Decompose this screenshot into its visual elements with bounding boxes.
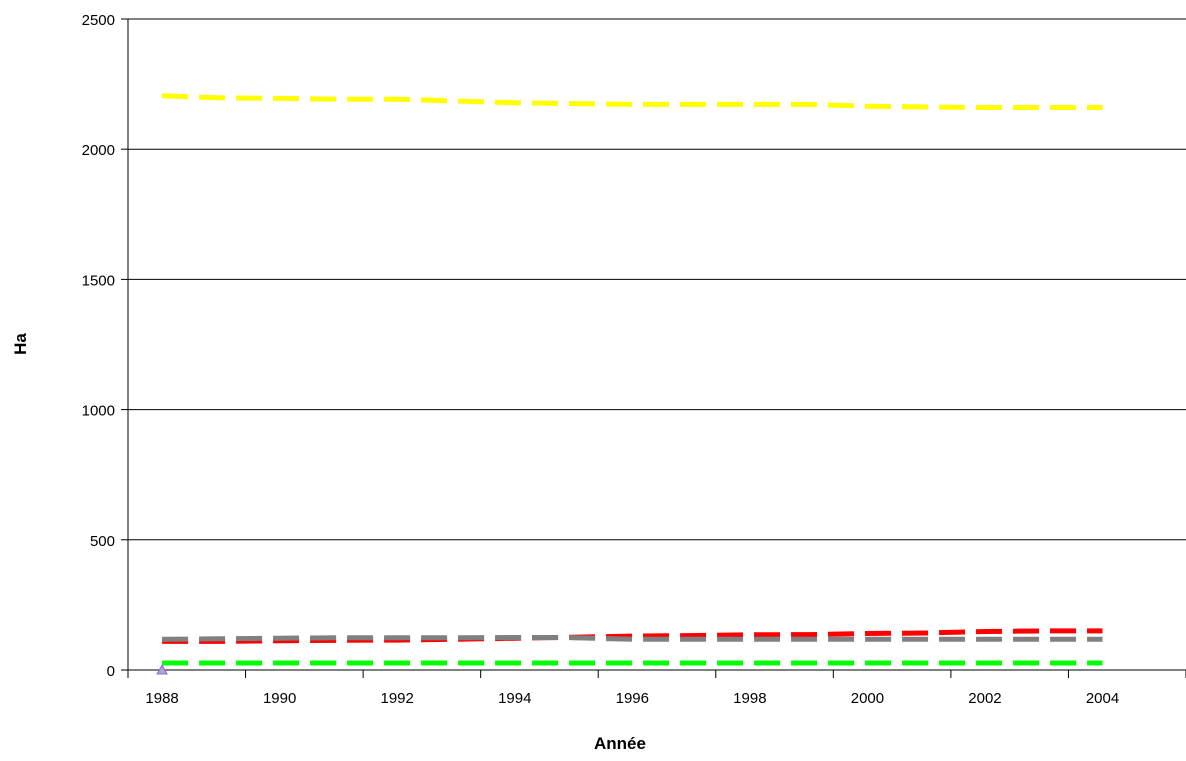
y-tick-label: 1500 — [82, 272, 115, 289]
x-tick-label: 2004 — [1086, 690, 1119, 707]
y-tick-label: 2000 — [82, 142, 115, 159]
x-tick-label: 2000 — [851, 690, 884, 707]
x-tick-label: 1996 — [616, 690, 649, 707]
x-tick-label: 1994 — [498, 690, 531, 707]
y-tick-label: 500 — [90, 533, 115, 550]
x-tick-label: 2002 — [968, 690, 1001, 707]
x-tick-label: 1988 — [145, 690, 178, 707]
series-marker — [156, 663, 168, 675]
x-tick-label: 1992 — [381, 690, 414, 707]
y-axis-label: Ha — [11, 333, 30, 355]
series-line — [162, 634, 1103, 642]
x-axis-label: Année — [594, 734, 646, 753]
y-tick-label: 2500 — [82, 12, 115, 29]
series-line — [162, 93, 1103, 110]
y-tick-label: 1000 — [82, 403, 115, 420]
y-tick-label: 0 — [107, 663, 115, 680]
x-tick-label: 1998 — [733, 690, 766, 707]
x-tick-label: 1990 — [263, 690, 296, 707]
series-line — [162, 628, 1103, 644]
